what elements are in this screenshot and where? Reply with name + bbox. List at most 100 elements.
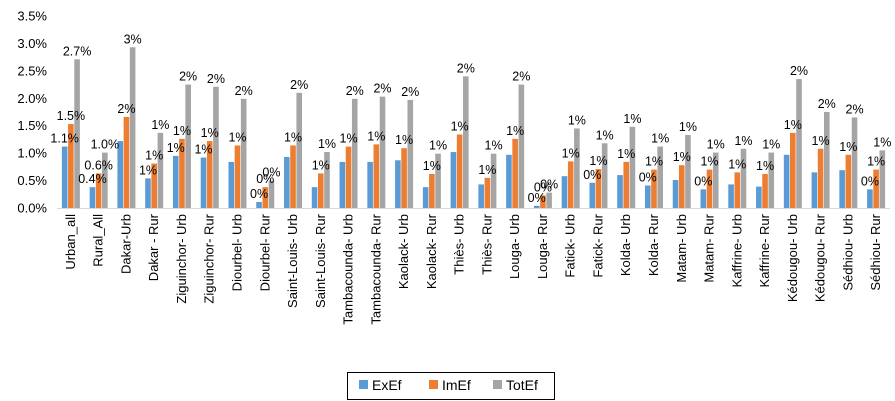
x-category-label: Louga- Urb: [507, 214, 522, 279]
bar-imef: [234, 145, 241, 208]
bar-exef: [61, 146, 68, 208]
data-label-imef: 1%: [784, 118, 802, 132]
data-label-exef: 0%: [250, 187, 268, 201]
bar-totef: [268, 180, 275, 208]
data-label-totef: 2%: [373, 82, 391, 96]
bar-totef: [823, 112, 830, 208]
bar-exef: [478, 184, 484, 208]
data-label-imef: 1%: [700, 155, 718, 169]
bar-exef: [422, 187, 429, 208]
data-label-totef: 1%: [429, 139, 447, 153]
bar-exef: [395, 160, 401, 208]
x-category-label: Dakar-Urb: [118, 214, 133, 274]
data-labels-group: 1.1% 1.5% 2.7% 0.4%0.6% 1.0% 2% 3% 1% 1% 1% 1% 1% 2%…: [50, 32, 891, 205]
bar-totef: [657, 146, 663, 208]
bar-totef: [768, 152, 775, 208]
bar-exef: [89, 187, 96, 208]
x-category-label: Diourbel- Rur: [257, 213, 272, 291]
bar-exef: [644, 185, 651, 208]
bar-imef: [651, 169, 657, 208]
y-tick-label: 1.0%: [17, 146, 47, 161]
data-label-imef: 2%: [117, 102, 135, 116]
data-label-totef: 1%: [485, 139, 503, 153]
y-tick-label: 2.5%: [17, 63, 47, 78]
bar-totef: [796, 79, 802, 208]
data-label-imef: 1%: [340, 132, 358, 146]
data-label-exef: 1%: [139, 163, 157, 177]
data-label-imef: 1%: [673, 150, 691, 164]
bar-imef: [817, 148, 824, 208]
data-label-totef: 2%: [346, 84, 364, 98]
data-label-totef: 2%: [846, 102, 864, 116]
x-category-label: Saint-Louis- Rur: [313, 213, 328, 308]
bar-totef: [463, 76, 469, 208]
data-label-totef: 1%: [623, 112, 641, 126]
bar-totef: [129, 47, 136, 208]
data-label-totef: 1.0%: [91, 138, 120, 152]
x-category-label: Sédhiou- Rur: [868, 213, 883, 290]
y-tick-label: 2.0%: [17, 91, 47, 106]
bar-exef: [617, 175, 623, 208]
bar-totef: [490, 153, 497, 208]
data-label-imef: 1%: [423, 159, 441, 173]
bar-exef: [533, 205, 540, 208]
data-label-imef: 1%: [395, 133, 413, 147]
data-label-totef: 2%: [790, 64, 808, 78]
data-label-totef: 1%: [762, 138, 780, 152]
data-label-totef: 1%: [151, 118, 169, 132]
data-label-imef: 1%: [367, 129, 385, 143]
bar-exef: [172, 155, 179, 208]
bar-exef: [506, 154, 512, 208]
legend-label-exef: ExEf: [372, 377, 402, 393]
bar-exef: [311, 187, 318, 208]
bar-imef: [678, 165, 685, 208]
x-category-label: Fatick- Urb: [563, 214, 578, 278]
bar-totef: [601, 143, 608, 208]
data-label-imef: 1.5%: [57, 109, 86, 123]
data-label-totef: 2%: [401, 85, 419, 99]
bar-exef: [783, 154, 790, 208]
bar-imef: [317, 173, 324, 208]
bar-totef: [157, 132, 164, 208]
x-category-label: Rural_All: [91, 214, 106, 267]
data-label-totef: 2%: [818, 97, 836, 111]
data-label-imef: 1%: [728, 157, 746, 171]
bar-totef: [407, 99, 414, 208]
legend-swatch-exef: [359, 380, 368, 389]
bar-imef: [206, 141, 213, 208]
x-category-label: Tambacounda- Urb: [341, 214, 356, 325]
y-tick-label: 0.0%: [17, 201, 47, 216]
bar-totef: [879, 150, 886, 208]
bar-totef: [324, 152, 330, 208]
data-label-imef: 0%: [256, 172, 274, 186]
data-label-totef: 1%: [568, 113, 586, 127]
bar-totef: [296, 92, 303, 208]
bar-imef: [790, 132, 796, 208]
bar-exef: [228, 161, 235, 208]
data-label-totef: 2%: [207, 72, 225, 86]
x-category-label: Kaffrine- Urb: [729, 214, 744, 287]
x-category-label: Sédhiou- Urb: [840, 214, 855, 291]
bar-totef: [574, 128, 580, 208]
data-label-exef: 0%: [583, 168, 601, 182]
bar-exef: [811, 172, 818, 208]
x-axis: Urban_all Rural_All Dakar-Urb Dakar - Rur Zi…: [57, 208, 890, 325]
data-label-imef: 1%: [284, 130, 302, 144]
x-category-label: Louga- Rur: [535, 213, 550, 279]
data-label-totef: 1%: [734, 134, 752, 148]
data-label-totef: 2%: [290, 78, 308, 92]
data-label-imef: 1%: [617, 147, 635, 161]
data-label-totef: 1%: [707, 138, 725, 152]
bar-totef: [102, 152, 108, 208]
x-category-label: Thiès- Urb: [452, 214, 467, 275]
bar-totef: [685, 135, 691, 208]
x-category-label: Kolda- Urb: [618, 214, 633, 276]
x-category-label: Diourbel- Urb: [229, 214, 244, 291]
bar-exef: [756, 186, 762, 208]
bar-exef: [839, 170, 845, 208]
bar-totef: [518, 84, 525, 208]
bar-exef: [561, 176, 568, 208]
data-label-totef: 1%: [318, 137, 336, 151]
